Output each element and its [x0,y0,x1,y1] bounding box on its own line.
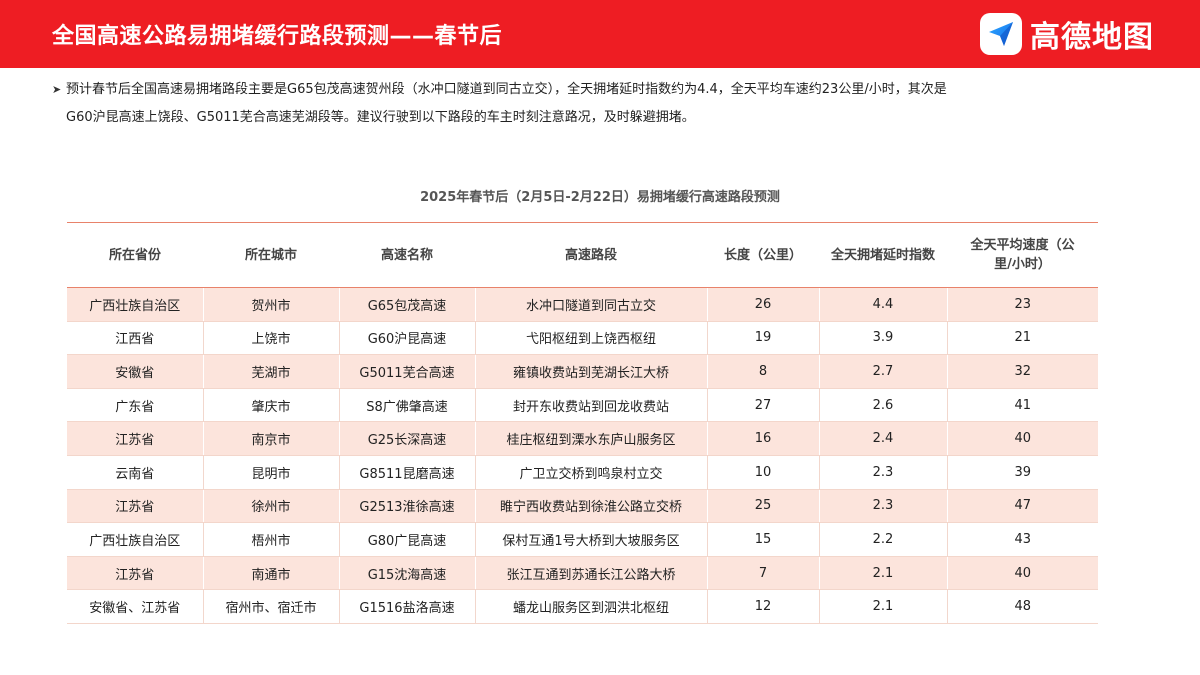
cell-section: 水冲口隧道到同古立交 [474,287,707,322]
cell-avg-speed: 41 [946,388,1098,423]
cell-highway: G5011芜合高速 [338,354,475,389]
bullet-arrow-icon: ➤ [52,83,62,96]
cell-section: 弋阳枢纽到上饶西枢纽 [474,321,707,356]
cell-province: 广西壮族自治区 [67,287,203,322]
cell-highway: G65包茂高速 [338,287,475,322]
col-header-highway: 高速名称 [339,222,475,288]
cell-city: 南通市 [202,556,339,591]
brand: 高德地图 [980,10,1154,58]
cell-delay-index: 2.1 [818,589,947,624]
cell-avg-speed: 40 [946,421,1098,456]
intro-paragraph: ➤ 预计春节后全国高速易拥堵路段主要是G65包茂高速贺州段（水冲口隧道到同古立交）… [52,76,1112,132]
table-row: 云南省 昆明市 G8511昆磨高速 广卫立交桥到鸣泉村立交 10 2.3 39 [67,455,1098,490]
cell-section: 睢宁西收费站到徐淮公路立交桥 [474,489,707,524]
cell-length: 16 [706,421,819,456]
table-row: 安徽省、江苏省 宿州市、宿迁市 G1516盐洛高速 蟠龙山服务区到泗洪北枢纽 12 2.1… [67,589,1098,624]
cell-city: 宿州市、宿迁市 [202,589,339,624]
cell-avg-speed: 32 [946,354,1098,389]
cell-section: 封开东收费站到回龙收费站 [474,388,707,423]
cell-delay-index: 2.6 [818,388,947,423]
table-caption: 2025年春节后（2月5日-2月22日）易拥堵缓行高速路段预测 [420,190,780,205]
table-row: 江苏省 徐州市 G2513淮徐高速 睢宁西收费站到徐淮公路立交桥 25 2.3 47 [67,489,1098,524]
cell-highway: S8广佛肇高速 [338,388,475,423]
cell-province: 安徽省、江苏省 [67,589,203,624]
brand-name: 高德地图 [1030,20,1154,55]
cell-delay-index: 2.1 [818,556,947,591]
page-title: 全国高速公路易拥堵缓行路段预测——春节后 [52,24,503,49]
cell-province: 江苏省 [67,489,203,524]
header-bar: 全国高速公路易拥堵缓行路段预测——春节后 高德地图 [0,0,1200,68]
table-row: 江苏省 南京市 G25长深高速 桂庄枢纽到溧水东庐山服务区 16 2.4 40 [67,421,1098,456]
cell-city: 昆明市 [202,455,339,490]
cell-delay-index: 2.7 [818,354,947,389]
cell-avg-speed: 21 [946,321,1098,356]
cell-delay-index: 2.2 [818,522,947,557]
cell-length: 25 [706,489,819,524]
cell-city: 梧州市 [202,522,339,557]
cell-province: 广西壮族自治区 [67,522,203,557]
intro-line-1: 预计春节后全国高速易拥堵路段主要是G65包茂高速贺州段（水冲口隧道到同古立交），… [66,82,947,97]
cell-province: 云南省 [67,455,203,490]
cell-avg-speed: 48 [946,589,1098,624]
cell-section: 蟠龙山服务区到泗洪北枢纽 [474,589,707,624]
cell-length: 26 [706,287,819,322]
cell-avg-speed: 47 [946,489,1098,524]
cell-length: 8 [706,354,819,389]
cell-section: 张江互通到苏通长江公路大桥 [474,556,707,591]
cell-avg-speed: 39 [946,455,1098,490]
intro-line-2: G60沪昆高速上饶段、G5011芜合高速芜湖段等。建议行驶到以下路段的车主时刻注… [66,110,695,125]
congestion-table: 所在省份 所在城市 高速名称 高速路段 长度（公里） 全天拥堵延时指数 全天平均… [67,222,1098,624]
col-header-province: 所在省份 [67,222,203,288]
table-row: 江西省 上饶市 G60沪昆高速 弋阳枢纽到上饶西枢纽 19 3.9 21 [67,321,1098,356]
cell-section: 雍镇收费站到芜湖长江大桥 [474,354,707,389]
cell-city: 南京市 [202,421,339,456]
cell-delay-index: 3.9 [818,321,947,356]
table-row: 江苏省 南通市 G15沈海高速 张江互通到苏通长江公路大桥 7 2.1 40 [67,556,1098,591]
cell-avg-speed: 23 [946,287,1098,322]
navigation-arrow-icon [980,13,1022,55]
cell-city: 芜湖市 [202,354,339,389]
cell-province: 江苏省 [67,421,203,456]
cell-highway: G1516盐洛高速 [338,589,475,624]
cell-province: 安徽省 [67,354,203,389]
cell-length: 19 [706,321,819,356]
col-header-section: 高速路段 [475,222,707,288]
cell-highway: G2513淮徐高速 [338,489,475,524]
table-row: 广东省 肇庆市 S8广佛肇高速 封开东收费站到回龙收费站 27 2.6 41 [67,388,1098,423]
col-header-avg-speed: 全天平均速度（公里/小时） [947,222,1098,288]
cell-highway: G8511昆磨高速 [338,455,475,490]
cell-delay-index: 4.4 [818,287,947,322]
cell-city: 贺州市 [202,287,339,322]
cell-province: 江西省 [67,321,203,356]
cell-length: 15 [706,522,819,557]
table-header-row: 所在省份 所在城市 高速名称 高速路段 长度（公里） 全天拥堵延时指数 全天平均… [67,222,1098,288]
cell-delay-index: 2.4 [818,421,947,456]
cell-delay-index: 2.3 [818,489,947,524]
cell-highway: G60沪昆高速 [338,321,475,356]
col-header-length: 长度（公里） [707,222,819,288]
cell-avg-speed: 43 [946,522,1098,557]
cell-highway: G15沈海高速 [338,556,475,591]
cell-length: 12 [706,589,819,624]
cell-delay-index: 2.3 [818,455,947,490]
table-row: 广西壮族自治区 贺州市 G65包茂高速 水冲口隧道到同古立交 26 4.4 23 [67,287,1098,322]
cell-length: 27 [706,388,819,423]
cell-section: 广卫立交桥到鸣泉村立交 [474,455,707,490]
cell-province: 广东省 [67,388,203,423]
cell-highway: G25长深高速 [338,421,475,456]
col-header-delay-index: 全天拥堵延时指数 [819,222,947,288]
table-row: 广西壮族自治区 梧州市 G80广昆高速 保村互通1号大桥到大坡服务区 15 2.2 43 [67,522,1098,557]
cell-province: 江苏省 [67,556,203,591]
cell-length: 7 [706,556,819,591]
cell-highway: G80广昆高速 [338,522,475,557]
cell-section: 桂庄枢纽到溧水东庐山服务区 [474,421,707,456]
col-header-city: 所在城市 [203,222,339,288]
cell-length: 10 [706,455,819,490]
cell-city: 上饶市 [202,321,339,356]
cell-section: 保村互通1号大桥到大坡服务区 [474,522,707,557]
table-row: 安徽省 芜湖市 G5011芜合高速 雍镇收费站到芜湖长江大桥 8 2.7 32 [67,354,1098,389]
cell-city: 肇庆市 [202,388,339,423]
cell-city: 徐州市 [202,489,339,524]
cell-avg-speed: 40 [946,556,1098,591]
